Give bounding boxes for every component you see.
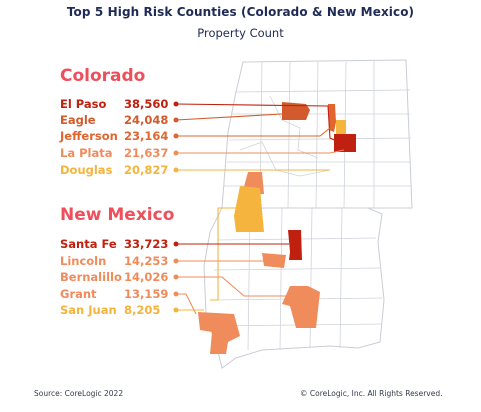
- county-san-juan: [234, 186, 264, 232]
- leader-dot-grant: [173, 291, 179, 297]
- county-grant: [198, 312, 240, 354]
- county-count: 14,253: [124, 254, 169, 268]
- county-name: San Juan: [60, 303, 117, 317]
- county-jefferson: [328, 104, 336, 132]
- leader-bernalillo: [176, 276, 290, 297]
- county-name: La Plata: [60, 146, 113, 160]
- leader-eagle: [175, 113, 283, 121]
- county-count: 20,827: [124, 163, 169, 177]
- county-name: Douglas: [60, 163, 113, 177]
- county-el-paso: [334, 134, 356, 152]
- county-name: Lincoln: [60, 254, 107, 268]
- leader-grant: [176, 293, 197, 315]
- county-count: 33,723: [124, 237, 169, 251]
- county-name: Jefferson: [60, 129, 118, 143]
- county-name: Grant: [60, 287, 97, 301]
- leader-dot-el-paso: [173, 101, 179, 107]
- county-eagle: [282, 102, 310, 120]
- new-mexico-heading: New Mexico: [60, 205, 175, 225]
- leader-dot-san-juan: [173, 307, 179, 313]
- county-lincoln: [282, 286, 320, 328]
- county-count: 8,205: [124, 303, 161, 317]
- leader-dot-douglas: [173, 167, 179, 173]
- highlighted-counties: [198, 102, 356, 354]
- county-name: El Paso: [60, 97, 107, 111]
- copyright-note: © CoreLogic, Inc. All Rights Reserved.: [300, 389, 443, 398]
- leader-san-juan-up: [210, 207, 236, 301]
- leader-dot-lincoln: [173, 258, 179, 264]
- county-count: 21,637: [124, 146, 169, 160]
- chart-title: Top 5 High Risk Counties (Colorado & New…: [66, 5, 415, 19]
- leader-dot-jefferson: [173, 133, 179, 139]
- leader-dot-santa-fe: [173, 241, 179, 247]
- county-count: 13,159: [124, 287, 169, 301]
- county-count: 23,164: [124, 129, 169, 143]
- county-count: 14,026: [124, 270, 169, 284]
- county-name: Santa Fe: [60, 237, 117, 251]
- leader-dot-eagle: [173, 117, 179, 123]
- leader-lines: [173, 101, 345, 315]
- county-bernalillo: [262, 253, 286, 268]
- leader-el-paso: [175, 103, 335, 141]
- leader-jefferson: [176, 127, 331, 137]
- county-douglas: [336, 120, 346, 134]
- county-count: 38,560: [124, 97, 169, 111]
- county-count: 24,048: [124, 113, 169, 127]
- county-santa-fe: [288, 230, 302, 260]
- leader-la-plata: [176, 149, 345, 154]
- chart-subtitle: Property Count: [197, 26, 284, 40]
- county-name: Bernalillo: [60, 270, 122, 284]
- colorado-heading: Colorado: [60, 66, 146, 86]
- leader-dot-la-plata: [173, 150, 179, 156]
- leader-dot-bernalillo: [173, 274, 179, 280]
- source-note: Source: CoreLogic 2022: [34, 389, 124, 398]
- county-name: Eagle: [60, 113, 96, 127]
